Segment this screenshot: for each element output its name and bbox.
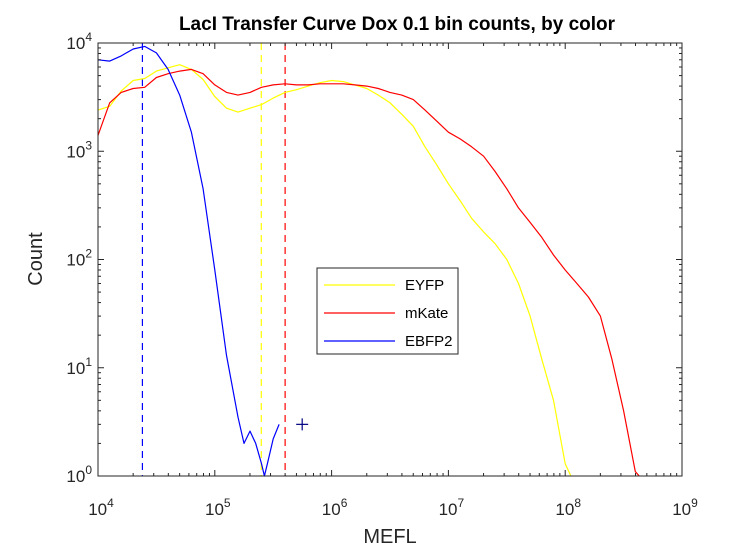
x-tick-label-base: 10 xyxy=(439,500,458,519)
y-tick-label-base: 10 xyxy=(66,359,85,378)
x-tick-label: 109 xyxy=(672,496,698,519)
x-tick-label: 106 xyxy=(322,496,348,519)
x-tick-label-exponent: 5 xyxy=(224,496,231,510)
y-tick-label-base: 10 xyxy=(66,251,85,270)
x-tick-label-exponent: 8 xyxy=(574,496,581,510)
y-tick-label: 103 xyxy=(66,138,92,161)
x-axis-label: MEFL xyxy=(363,526,416,548)
y-tick-label-exponent: 2 xyxy=(85,247,92,261)
y-tick-label: 104 xyxy=(66,30,92,53)
y-tick-label-exponent: 1 xyxy=(85,355,92,369)
chart-title: LacI Transfer Curve Dox 0.1 bin counts, … xyxy=(179,14,616,35)
y-tick-label-base: 10 xyxy=(66,142,85,161)
legend: EYFP mKate EBFP2 xyxy=(316,267,459,355)
x-tick-label-base: 10 xyxy=(672,500,691,519)
x-tick-label: 104 xyxy=(88,496,114,519)
x-tick-label-exponent: 9 xyxy=(691,496,698,510)
axis-ticks xyxy=(97,42,683,477)
legend-box xyxy=(316,267,459,355)
y-tick-label-exponent: 3 xyxy=(85,138,92,152)
x-tick-label-base: 10 xyxy=(555,500,574,519)
x-tick-label: 105 xyxy=(205,496,231,519)
y-tick-label: 101 xyxy=(66,355,92,378)
legend-entries: EYFP mKate EBFP2 xyxy=(324,277,453,350)
plus-marker-0 xyxy=(296,418,309,431)
plot-area-background xyxy=(98,43,682,476)
x-tick-label: 107 xyxy=(439,496,465,519)
y-tick-label-base: 10 xyxy=(66,34,85,53)
x-tick-label-base: 10 xyxy=(88,500,107,519)
legend-label-mkate: mKate xyxy=(405,305,448,322)
y-axis-label: Count xyxy=(25,232,47,286)
y-tick-label: 102 xyxy=(66,247,92,270)
y-tick-label: 100 xyxy=(66,463,92,486)
x-tick-label-base: 10 xyxy=(322,500,341,519)
legend-label-ebfp2: EBFP2 xyxy=(405,333,453,350)
reference-lines xyxy=(141,43,286,476)
y-tick-label-exponent: 4 xyxy=(85,30,92,44)
x-tick-label-exponent: 6 xyxy=(341,496,348,510)
y-tick-label-base: 10 xyxy=(66,467,85,486)
x-tick-label-exponent: 7 xyxy=(458,496,465,510)
series-line-ebfp2 xyxy=(97,45,280,477)
point-markers xyxy=(296,418,309,431)
x-tick-label-exponent: 4 xyxy=(107,496,114,510)
y-tick-label-exponent: 0 xyxy=(85,463,92,477)
x-tick-label: 108 xyxy=(555,496,581,519)
series-line-eyfp xyxy=(97,64,572,477)
x-tick-label-base: 10 xyxy=(205,500,224,519)
legend-label-eyfp: EYFP xyxy=(405,277,444,294)
series-line-mkate xyxy=(97,68,640,477)
series-lines xyxy=(97,45,640,477)
